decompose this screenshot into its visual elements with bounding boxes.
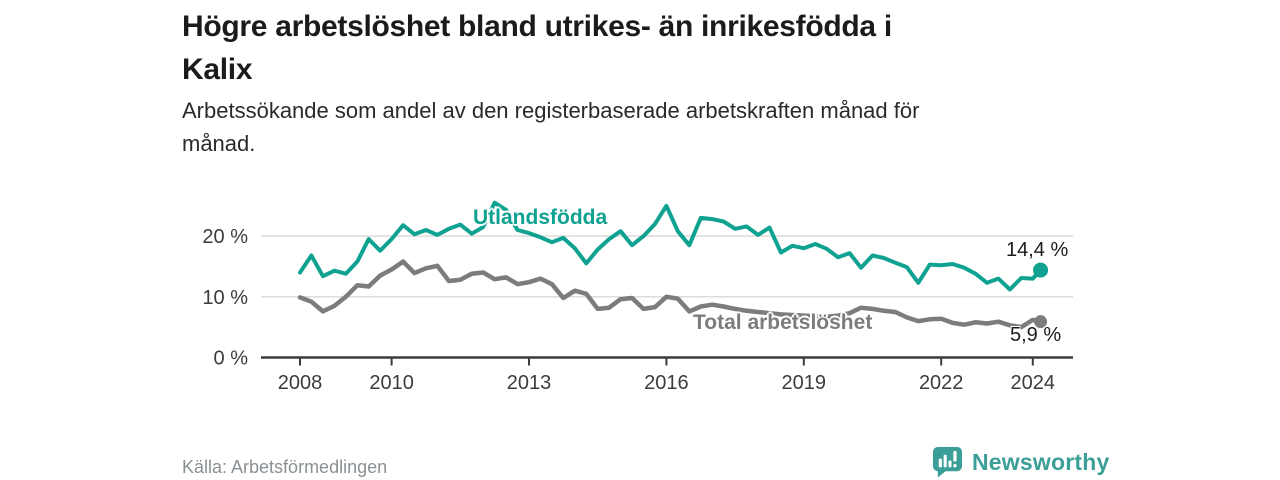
x-tick-label-2019: 2019 xyxy=(782,372,827,394)
end-value-total: 5,9 % xyxy=(1010,324,1062,346)
subtitle-line-1: Arbetssökande som andel av den registerb… xyxy=(182,98,920,123)
bar-chart-speech-bubble-icon xyxy=(932,446,963,478)
end-value-utlandsfodda: 14,4 % xyxy=(1006,239,1069,261)
x-tick-label-2022: 2022 xyxy=(919,372,964,394)
source-note: Källa: Arbetsförmedlingen xyxy=(182,457,388,477)
subtitle-line-2: månad. xyxy=(182,131,256,156)
page-title: Högre arbetslöshet bland utrikes- än inr… xyxy=(182,5,1142,91)
brand-name: Newsworthy xyxy=(972,448,1110,475)
series-line-total xyxy=(297,259,1043,330)
x-tick-label-2016: 2016 xyxy=(644,372,689,394)
series-label-utlandsfodda: Utlandsfödda xyxy=(473,206,608,229)
y-tick-label-10: 10 % xyxy=(202,287,248,309)
series-label-total: Total arbetslöshet xyxy=(693,311,873,334)
x-tick-label-2013: 2013 xyxy=(507,372,552,394)
title-line-2: Kalix xyxy=(182,53,253,86)
series-end-dot xyxy=(1034,315,1048,329)
x-tick-label-2024: 2024 xyxy=(1011,372,1056,394)
series-end-dot xyxy=(1033,262,1049,278)
x-tick-label-2008: 2008 xyxy=(278,372,323,394)
series-line-utlandsfodda xyxy=(298,200,1043,292)
y-tick-label-0: 0 % xyxy=(214,348,249,370)
page-subtitle: Arbetssökande som andel av den registerb… xyxy=(182,94,1142,160)
x-tick-label-2010: 2010 xyxy=(369,372,414,394)
y-tick-label-20: 20 % xyxy=(202,226,248,248)
title-line-1: Högre arbetslöshet bland utrikes- än inr… xyxy=(182,10,892,43)
newsworthy-logo: Newsworthy xyxy=(932,445,1109,479)
